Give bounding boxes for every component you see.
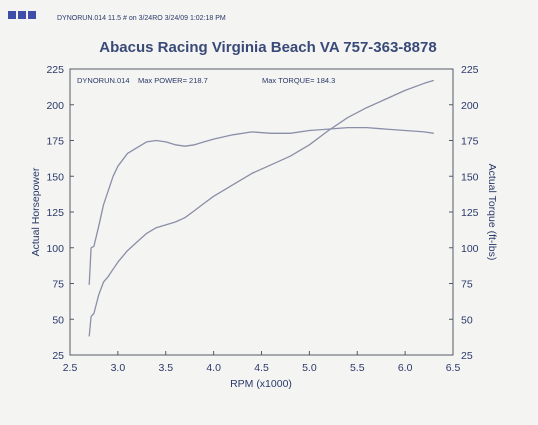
y-right-tick-label: 150 [461,171,479,183]
y-right-tick-label: 125 [461,207,479,219]
x-tick-label: 4.5 [254,362,269,374]
y-left-tick-label: 225 [46,64,64,76]
header-logo-square-2 [18,11,26,19]
x-axis-label: RPM (x1000) [230,378,292,390]
y-left-tick-label: 175 [46,136,64,148]
x-tick-label: 3.5 [158,362,173,374]
y-right-tick-label: 225 [461,64,479,76]
x-tick-label: 6.5 [446,362,461,374]
y-axis-left-ticks: 225 200 175 150 125 100 75 50 25 [46,64,74,362]
y-axis-right-ticks: 225 200 175 150 125 100 75 50 25 [449,64,479,362]
x-axis-ticks: 2.5 3.0 3.5 4.0 4.5 5.0 5.5 6.0 6.5 [63,351,461,374]
torque-series-line [88,126,434,285]
y-left-tick-label: 100 [46,243,64,255]
y-right-tick-label: 200 [461,100,479,112]
series-group [88,79,434,337]
plot-area [69,68,454,356]
chart-title: Abacus Racing Virginia Beach VA 757-363-… [99,39,436,56]
y-right-tick-label: 25 [461,350,473,362]
y-left-tick-label: 50 [52,314,64,326]
x-tick-label: 3.0 [111,362,126,374]
annotation-max-torque: Max TORQUE= 184.3 [262,76,335,85]
y-axis-left-label: Actual Horsepower [30,167,42,256]
y-left-tick-label: 25 [52,350,64,362]
y-right-tick-label: 75 [461,279,473,291]
header-logo-square-1 [8,11,16,19]
x-tick-label: 5.0 [302,362,317,374]
y-left-tick-label: 75 [52,279,64,291]
annotation-max-power: Max POWER= 218.7 [138,76,208,85]
y-right-tick-label: 100 [461,243,479,255]
y-left-tick-label: 150 [46,171,64,183]
y-left-tick-label: 125 [46,207,64,219]
horsepower-series-line [88,79,434,337]
x-tick-label: 5.5 [350,362,365,374]
y-left-tick-label: 200 [46,100,64,112]
x-tick-label: 4.0 [206,362,221,374]
x-tick-label: 6.0 [398,362,413,374]
header-logo-square-3 [28,11,36,19]
y-right-tick-label: 175 [461,136,479,148]
y-axis-right-label: Actual Torque (ft-lbs) [486,164,498,261]
header-file-line: DYNORUN.014 11.5 # on 3/24RO 3/24/09 1:0… [57,15,226,22]
x-tick-label: 2.5 [63,362,78,374]
y-right-tick-label: 50 [461,314,473,326]
annotation-run: DYNORUN.014 [77,76,130,85]
